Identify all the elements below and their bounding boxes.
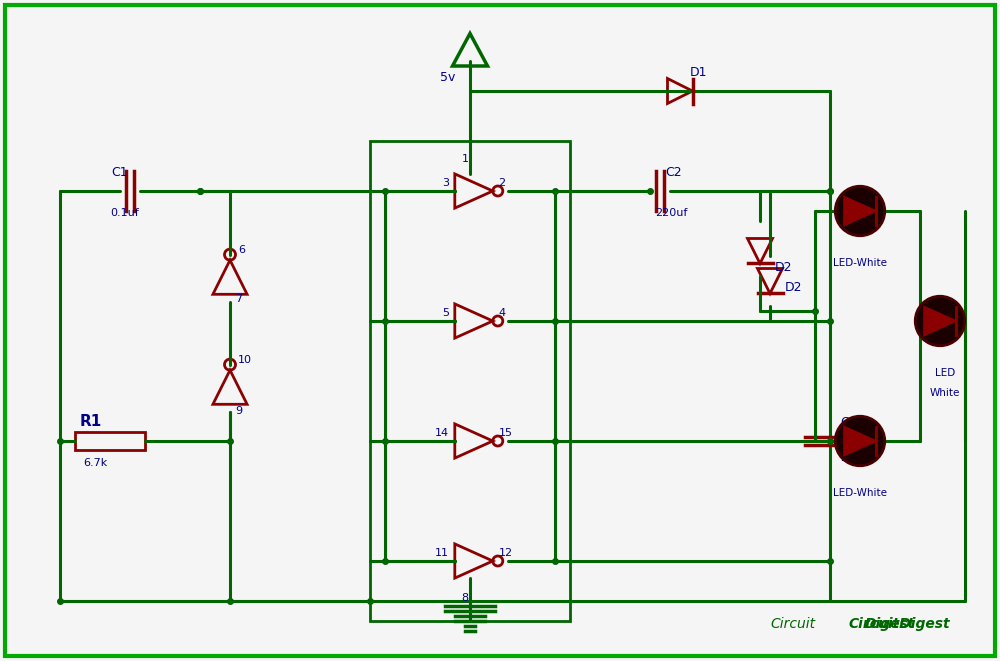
- Text: White: White: [930, 388, 960, 398]
- Text: D2: D2: [775, 261, 792, 274]
- Text: C3: C3: [840, 416, 857, 429]
- Polygon shape: [844, 197, 876, 225]
- Text: 15: 15: [498, 428, 512, 438]
- Circle shape: [835, 186, 885, 236]
- Text: 0.1uf: 0.1uf: [111, 208, 139, 218]
- Text: 3: 3: [442, 178, 449, 188]
- Text: CircuitDigest: CircuitDigest: [848, 617, 950, 631]
- Text: 11: 11: [435, 548, 449, 558]
- Text: 1: 1: [462, 155, 468, 165]
- Bar: [75, 432, 145, 450]
- Text: LED: LED: [935, 368, 955, 378]
- Text: 14: 14: [435, 428, 449, 438]
- Text: 6: 6: [238, 245, 245, 255]
- Polygon shape: [844, 427, 876, 455]
- Text: R1: R1: [80, 414, 102, 429]
- Text: 10: 10: [238, 355, 252, 365]
- Text: 9: 9: [235, 406, 242, 416]
- Polygon shape: [924, 307, 956, 335]
- Text: 2: 2: [498, 178, 506, 188]
- Text: D2: D2: [785, 281, 802, 294]
- Text: 5: 5: [442, 308, 449, 318]
- Text: Digest: Digest: [865, 617, 915, 631]
- Text: 12: 12: [498, 548, 513, 558]
- Circle shape: [835, 416, 885, 466]
- Text: LED-White: LED-White: [833, 488, 887, 498]
- Text: LED-White: LED-White: [833, 258, 887, 268]
- Text: 220uf: 220uf: [840, 453, 872, 463]
- Circle shape: [915, 296, 965, 346]
- Text: 4: 4: [498, 308, 506, 318]
- Text: 220uf: 220uf: [655, 208, 687, 218]
- Bar: [370, 141, 570, 621]
- Text: 5v: 5v: [440, 71, 455, 84]
- Text: Circuit: Circuit: [770, 617, 815, 631]
- Text: C2: C2: [665, 166, 682, 179]
- Text: C1: C1: [112, 166, 128, 179]
- Text: 6.7k: 6.7k: [83, 458, 107, 468]
- Text: D1: D1: [690, 66, 708, 79]
- Text: 8: 8: [461, 594, 469, 603]
- Text: 7: 7: [235, 294, 242, 304]
